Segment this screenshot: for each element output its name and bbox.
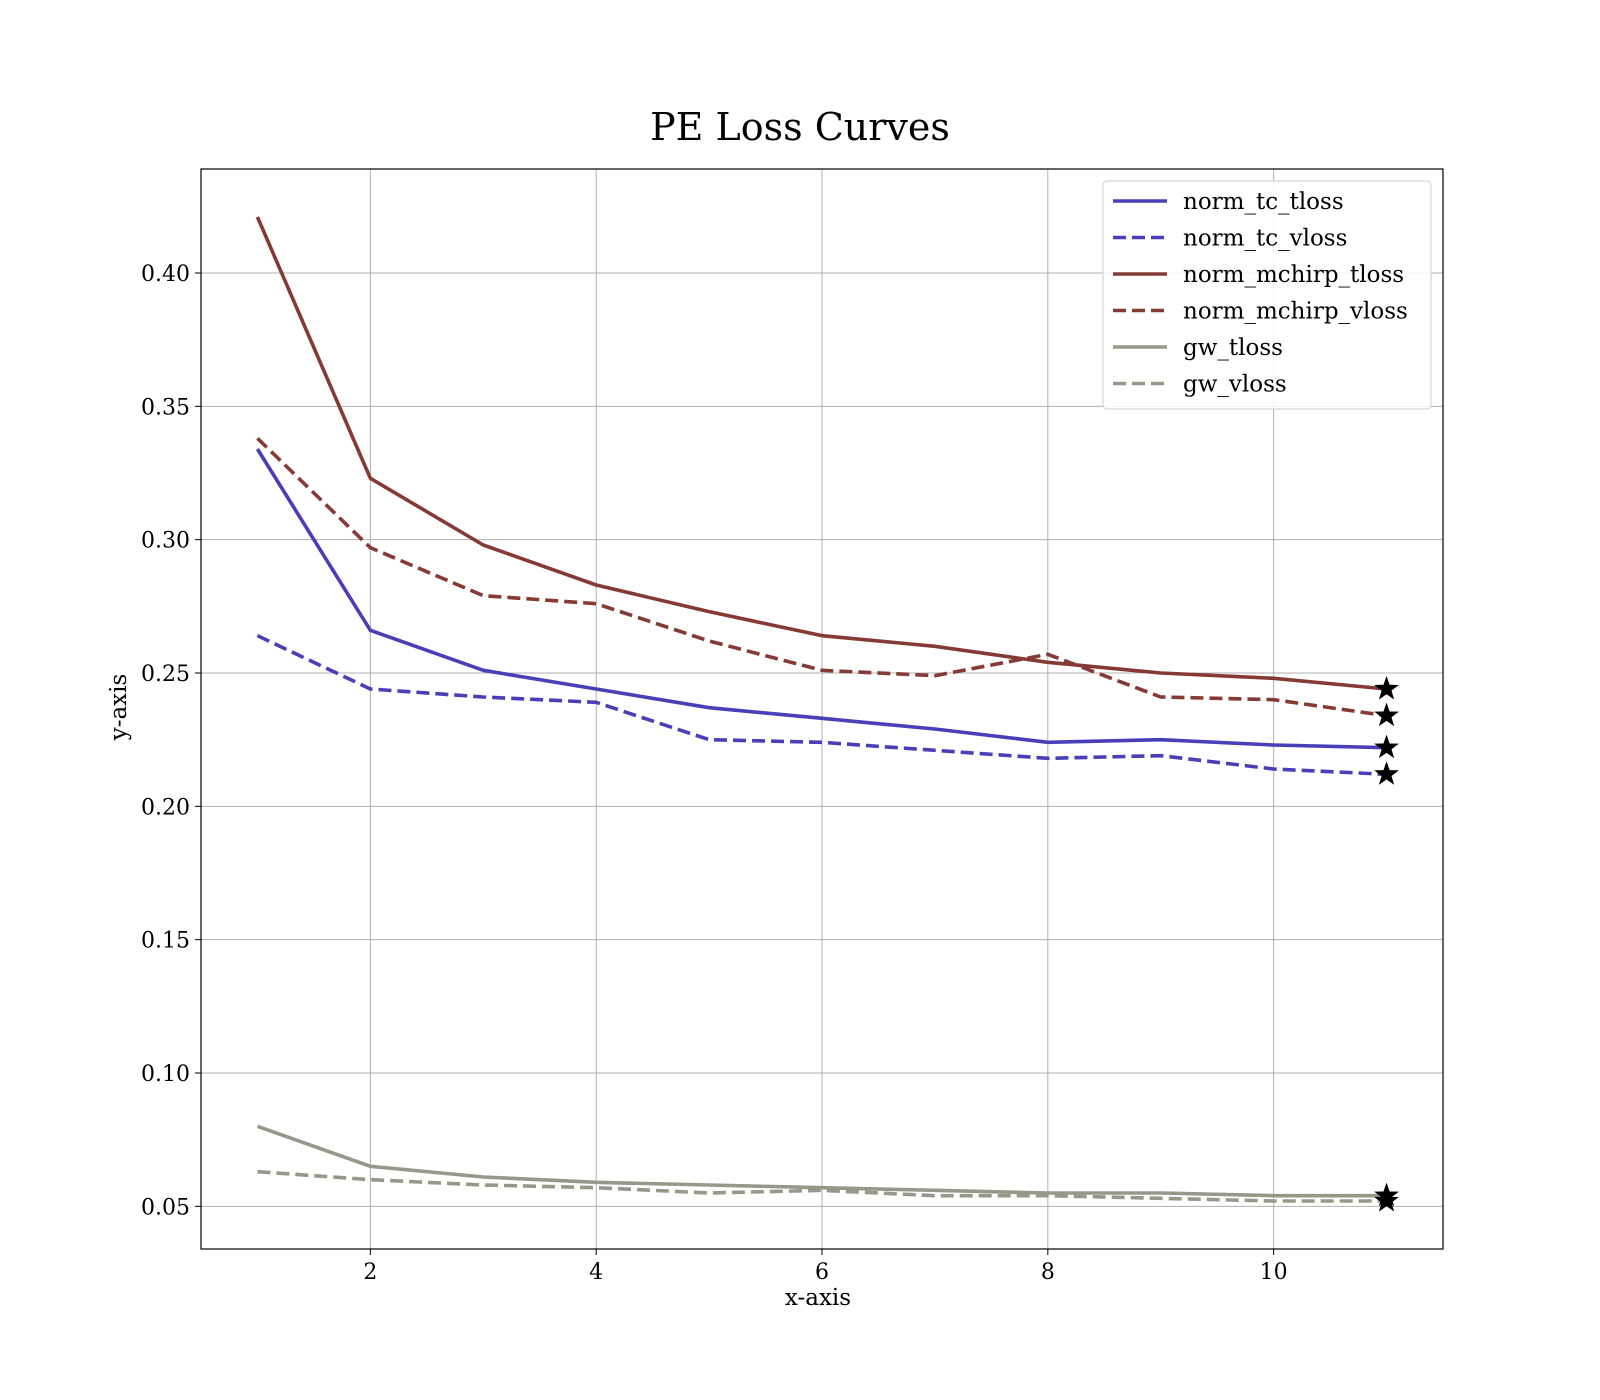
series-line-norm_tc_tloss xyxy=(255,448,1387,750)
y-tick-label: 0.30 xyxy=(141,529,190,554)
series-line-gw_tloss xyxy=(256,1124,1387,1198)
legend-label: gw_tloss xyxy=(1183,335,1283,361)
x-tick-label: 4 xyxy=(589,1260,603,1285)
final-point-star xyxy=(1374,761,1399,785)
y-tick-label: 0.40 xyxy=(141,262,190,287)
legend-label: gw_vloss xyxy=(1183,372,1287,398)
legend-label: norm_mchirp_tloss xyxy=(1183,262,1404,288)
ticks: 2 4 6 8 10 0.05 0.10 0.15 0.20 0.25 0.30 0.35 0.40 xyxy=(141,262,1288,1285)
final-point-star xyxy=(1374,1188,1399,1212)
legend-box xyxy=(1102,180,1432,410)
legend-label: norm_tc_tloss xyxy=(1183,189,1344,215)
x-tick-label: 2 xyxy=(363,1260,377,1285)
y-tick-label: 0.15 xyxy=(141,929,190,954)
series-line-gw_vloss xyxy=(257,1169,1387,1203)
y-tick-label: 0.35 xyxy=(141,395,190,420)
x-tick-label: 8 xyxy=(1041,1260,1055,1285)
legend-label: norm_tc_vloss xyxy=(1183,226,1347,252)
chart-title: PE Loss Curves xyxy=(650,105,950,149)
series-layer xyxy=(255,216,1387,1203)
series-line-norm_tc_vloss xyxy=(256,634,1387,777)
x-tick-label: 10 xyxy=(1260,1260,1288,1285)
y-tick-label: 0.05 xyxy=(141,1195,190,1220)
x-axis-label: x-axis xyxy=(785,1285,851,1311)
y-axis-label: y-axis xyxy=(106,674,132,742)
legend: norm_tc_tloss norm_tc_vloss norm_mchirp_tl… xyxy=(1102,180,1432,410)
legend-label: norm_mchirp_vloss xyxy=(1183,299,1408,325)
series-line-norm_mchirp_vloss xyxy=(256,437,1387,718)
y-tick-label: 0.20 xyxy=(141,795,190,820)
x-tick-label: 6 xyxy=(815,1260,829,1285)
final-markers xyxy=(1374,676,1399,1212)
y-tick-label: 0.25 xyxy=(141,662,190,687)
y-tick-label: 0.10 xyxy=(141,1062,190,1087)
final-point-star xyxy=(1374,734,1399,759)
final-point-star xyxy=(1374,676,1399,700)
final-point-star xyxy=(1374,702,1399,727)
series-line-norm_mchirp_tloss xyxy=(255,216,1387,691)
